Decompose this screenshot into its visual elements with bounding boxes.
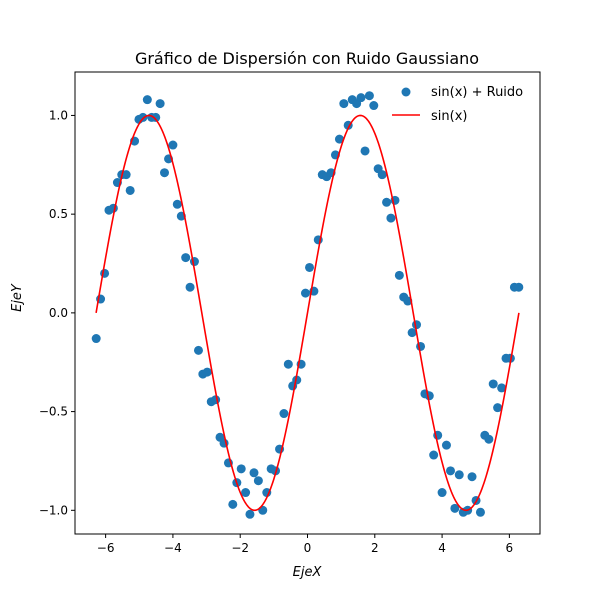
data-point xyxy=(172,199,182,209)
data-point xyxy=(228,499,238,509)
data-point xyxy=(245,509,255,519)
sin-line xyxy=(95,114,520,512)
data-point xyxy=(454,470,464,480)
data-point xyxy=(249,468,259,478)
data-point xyxy=(108,203,118,213)
data-point xyxy=(339,99,349,109)
data-point xyxy=(241,488,251,498)
data-point xyxy=(262,488,272,498)
x-tick-label: 2 xyxy=(371,541,379,555)
data-point xyxy=(236,464,246,474)
chart-title: Gráfico de Dispersión con Ruido Gaussian… xyxy=(135,49,479,68)
y-tick-label: 0.5 xyxy=(49,207,68,221)
data-point xyxy=(189,257,199,267)
data-point xyxy=(467,472,477,482)
data-point xyxy=(168,140,178,150)
data-point xyxy=(394,270,404,280)
data-point xyxy=(424,391,434,401)
data-point xyxy=(202,367,212,377)
data-point xyxy=(382,197,392,207)
axes: −6 −4 −2 0 2 4 6 −1.0 −0.5 0.0 0.5 1.0 xyxy=(39,71,541,555)
x-tick-label: −4 xyxy=(164,541,182,555)
y-tick-label: 0.0 xyxy=(49,306,68,320)
data-point xyxy=(292,375,302,385)
data-point xyxy=(450,503,460,513)
data-point xyxy=(429,450,439,460)
data-point xyxy=(497,383,507,393)
data-point xyxy=(488,379,498,389)
data-point xyxy=(100,268,110,278)
x-tick-label: 4 xyxy=(438,541,446,555)
legend: sin(x) + Ruido sin(x) xyxy=(380,80,532,130)
data-point xyxy=(142,95,152,105)
y-tick-label: 1.0 xyxy=(49,108,68,122)
x-tick-label: 6 xyxy=(506,541,514,555)
legend-label-sin: sin(x) xyxy=(431,109,467,124)
data-point xyxy=(300,288,310,298)
legend-label-scatter: sin(x) + Ruido xyxy=(431,85,523,100)
y-tick-label: −1.0 xyxy=(39,503,68,517)
data-point xyxy=(360,146,370,156)
data-point xyxy=(446,466,455,476)
data-point xyxy=(91,334,101,344)
data-point xyxy=(121,170,131,180)
data-point xyxy=(475,507,485,517)
x-tick-label: 0 xyxy=(304,541,312,555)
x-tick-label: −2 xyxy=(231,541,249,555)
data-point xyxy=(151,112,161,122)
data-point xyxy=(125,185,135,195)
data-point xyxy=(386,213,396,223)
data-point xyxy=(437,488,447,498)
data-point xyxy=(181,253,191,263)
plot-area xyxy=(91,91,524,519)
x-tick-label: −6 xyxy=(97,541,115,555)
data-point xyxy=(514,282,524,292)
data-point xyxy=(369,101,379,111)
data-point xyxy=(138,112,148,122)
data-point xyxy=(305,262,315,272)
data-point xyxy=(160,168,169,178)
data-point xyxy=(441,440,451,450)
data-point xyxy=(155,99,165,109)
data-point xyxy=(283,359,293,369)
data-point xyxy=(377,170,387,180)
x-axis-label: EjeX xyxy=(293,565,323,580)
data-point xyxy=(185,282,195,292)
data-point xyxy=(356,93,366,103)
y-axis-label: EjeY xyxy=(10,283,25,312)
y-tick-label: −0.5 xyxy=(39,405,68,419)
data-point xyxy=(253,476,263,486)
data-point xyxy=(484,434,494,444)
data-point xyxy=(407,328,417,338)
data-point xyxy=(211,395,221,405)
data-point xyxy=(364,91,374,101)
legend-box xyxy=(380,80,532,130)
legend-marker-scatter xyxy=(401,87,411,97)
data-point xyxy=(193,345,203,355)
data-point xyxy=(493,403,503,413)
data-point xyxy=(416,341,426,351)
data-point xyxy=(279,409,289,419)
data-point xyxy=(334,134,344,144)
